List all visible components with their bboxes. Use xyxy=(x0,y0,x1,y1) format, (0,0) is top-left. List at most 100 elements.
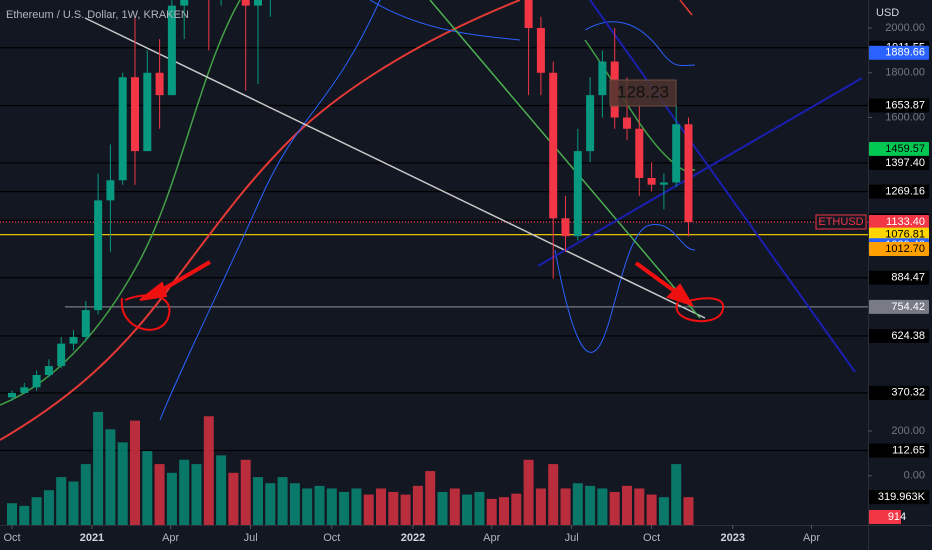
volume-bar xyxy=(560,488,571,525)
volume-bar xyxy=(351,488,362,525)
candle-body xyxy=(94,200,103,311)
y-tick-label: 1600.00 xyxy=(885,111,925,123)
currency: USD xyxy=(876,7,899,19)
candle-body xyxy=(20,387,29,393)
price-label-box xyxy=(869,45,929,60)
volume-extra-label: 914 xyxy=(888,511,906,523)
price-label: 1269.16 xyxy=(885,186,925,198)
volume-bar xyxy=(671,464,682,525)
candle-body xyxy=(57,343,66,367)
volume-bar xyxy=(93,411,104,525)
volume-bar xyxy=(31,497,42,525)
volume-bar xyxy=(486,498,497,525)
symbol-label: ETHUSD xyxy=(818,216,863,228)
volume-bar xyxy=(437,491,448,525)
price-label-box xyxy=(869,184,929,199)
volume-bar xyxy=(265,483,276,525)
y-tick-label: 2000.00 xyxy=(885,22,925,34)
volume-bar xyxy=(166,472,177,525)
volume-bar xyxy=(658,497,669,525)
symbol-box xyxy=(815,214,867,230)
volume-pane xyxy=(7,411,694,525)
candle-body xyxy=(180,0,189,6)
volume-bar xyxy=(609,491,620,525)
price-label: 1133.40 xyxy=(886,216,925,228)
volume-bar xyxy=(376,488,386,525)
candle-body xyxy=(536,27,545,73)
circle xyxy=(120,294,171,331)
volume-bar xyxy=(412,485,423,525)
x-tick-label: Apr xyxy=(162,532,179,544)
volume-bar xyxy=(400,494,411,525)
price-label-box xyxy=(869,215,929,229)
x-tick-label: 2021 xyxy=(80,532,104,544)
candle-body xyxy=(81,310,90,337)
candle-body xyxy=(598,61,607,96)
volume-bar xyxy=(43,490,54,525)
volume-bar xyxy=(523,459,534,525)
volume-bar xyxy=(191,464,202,525)
x-tick-label: 2023 xyxy=(721,532,745,544)
measure-box xyxy=(609,79,677,107)
price-label-box xyxy=(869,328,929,343)
trend-line xyxy=(589,0,856,373)
price-label: 1653.87 xyxy=(885,99,925,111)
price-label: 370.32 xyxy=(891,387,925,399)
candle-body xyxy=(549,72,558,219)
volume-bar xyxy=(19,505,30,525)
volume-bar xyxy=(253,477,263,525)
volume-bar xyxy=(302,488,313,525)
x-tick-label: Jul xyxy=(565,532,579,544)
volume-bar xyxy=(339,491,350,525)
x-tick-label: Apr xyxy=(483,532,500,544)
candle-body xyxy=(8,392,16,398)
bollinger-band xyxy=(369,0,521,41)
candle-body xyxy=(155,72,164,96)
price-label-box xyxy=(869,385,929,400)
level-lines xyxy=(0,47,868,452)
price-label: 754.42 xyxy=(891,301,925,313)
price-label-box xyxy=(869,443,929,458)
volume-label-box xyxy=(869,490,929,505)
x-tick-label: Oct xyxy=(643,532,660,544)
volume-bar xyxy=(277,477,288,525)
candle-body xyxy=(167,5,176,96)
volume-label: 319.963K xyxy=(878,491,926,503)
price-label: 1459.57 xyxy=(885,143,925,155)
trend-line xyxy=(84,17,706,319)
measure-label: 128.23 xyxy=(617,82,669,101)
price-label: 1889.66 xyxy=(885,47,925,59)
volume-bar xyxy=(68,481,79,525)
volume-bar xyxy=(683,497,694,525)
volume-bar xyxy=(130,420,140,525)
candle-body xyxy=(561,218,570,237)
candle-body xyxy=(684,124,693,222)
volume-bar xyxy=(646,494,657,525)
bollinger-band xyxy=(159,0,381,421)
candle-body xyxy=(524,0,533,28)
volume-extra-box xyxy=(869,510,901,524)
volume-bar xyxy=(289,483,300,525)
volume-bar xyxy=(203,416,214,525)
volume-bar xyxy=(56,477,67,525)
volume-bar xyxy=(511,493,522,525)
candle-body xyxy=(623,117,631,129)
volume-bar xyxy=(474,491,485,525)
chart-title: Ethereum / U.S. Dollar, 1W, KRAKEN xyxy=(6,9,189,21)
candle-body xyxy=(254,0,262,6)
candle-body xyxy=(573,151,582,237)
price-label-box xyxy=(869,299,929,314)
volume-bar xyxy=(314,485,325,525)
candle-body xyxy=(106,180,115,201)
volume-bar xyxy=(622,485,632,525)
volume-bar xyxy=(597,488,608,525)
bollinger-band xyxy=(584,21,696,67)
volume-bar xyxy=(572,483,583,525)
volume-bar xyxy=(326,488,337,525)
price-label: 1397.40 xyxy=(885,157,925,169)
circle xyxy=(675,297,725,323)
volume-bar xyxy=(585,485,596,525)
volume-bar xyxy=(548,464,559,525)
